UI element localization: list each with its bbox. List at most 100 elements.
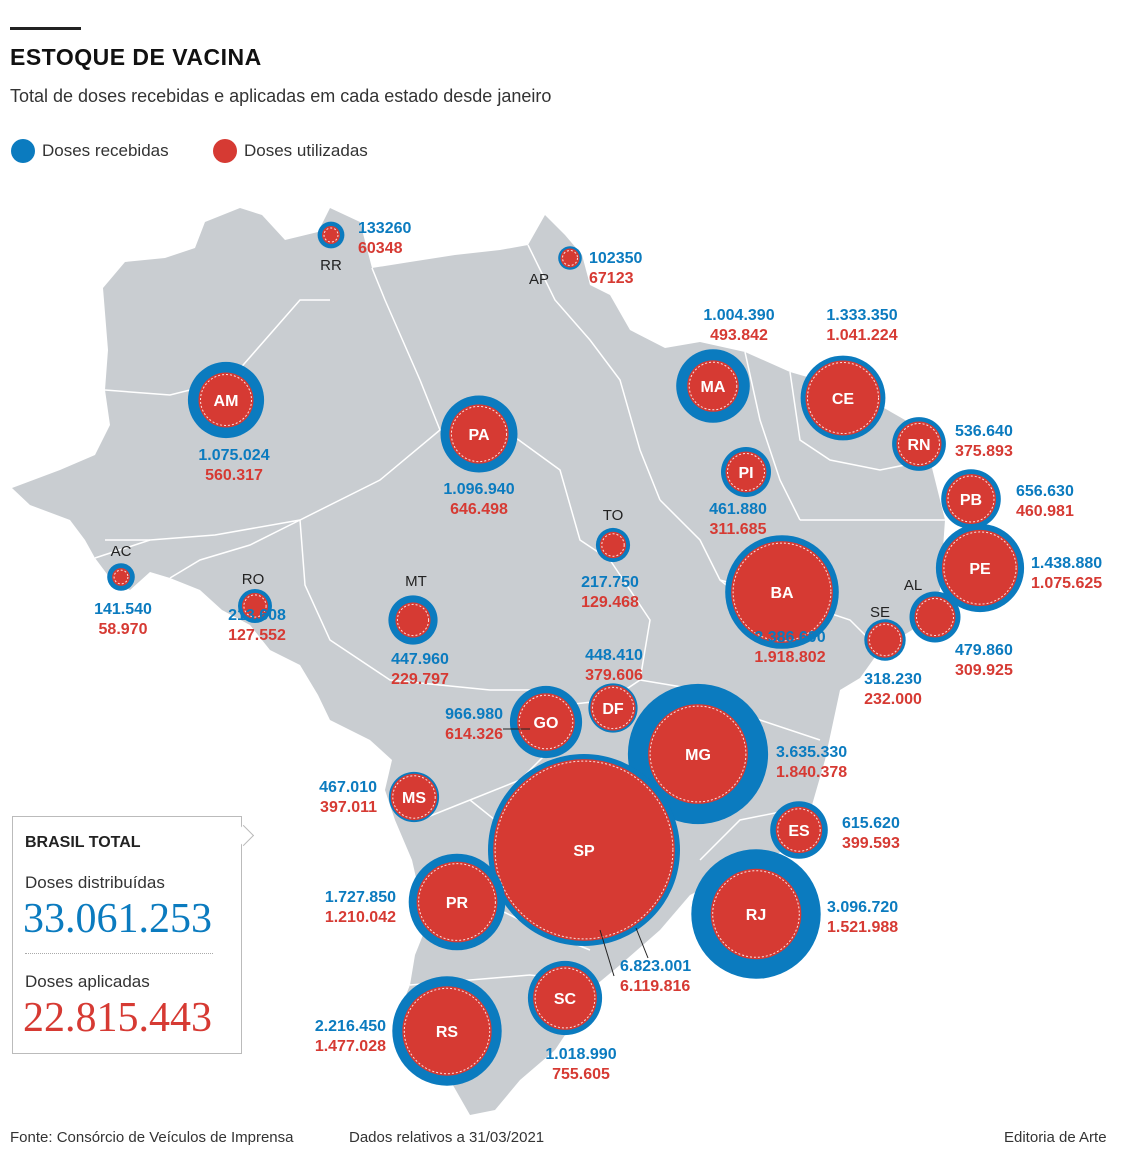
state-code-df: DF <box>602 701 624 718</box>
state-code-ap: AP <box>529 271 549 288</box>
used-circle-pa <box>449 404 509 464</box>
state-code-pr: PR <box>446 895 469 912</box>
page-title: ESTOQUE DE VACINA <box>10 44 262 70</box>
total-heading: BRASIL TOTAL <box>25 834 141 851</box>
legend-used-label: Doses utilizadas <box>244 141 368 160</box>
state-bubble-mt: MT 447.960 229.797 <box>388 573 449 688</box>
used-circle-outline-sp <box>494 760 674 940</box>
received-value-pi: 461.880 <box>709 501 767 518</box>
used-value-pb: 460.981 <box>1016 503 1074 520</box>
received-value-al: 479.860 <box>955 642 1013 659</box>
used-value-mg: 1.840.378 <box>776 764 847 781</box>
used-value-am: 560.317 <box>205 467 263 484</box>
state-code-rs: RS <box>436 1024 459 1041</box>
used-circle-outline-go <box>518 694 574 750</box>
legend-received: Doses recebidas <box>11 139 169 163</box>
used-circle-outline-mt <box>396 603 430 637</box>
used-circle-outline-am <box>200 374 252 426</box>
received-value-am: 1.075.024 <box>198 447 269 464</box>
received-value-sp: 6.823.001 <box>620 958 691 975</box>
state-bubble-ro: RO 213.608 127.552 <box>228 571 286 644</box>
received-value-df: 448.410 <box>585 647 643 664</box>
state-code-am: AM <box>214 393 239 410</box>
footer-credit: Editoria de Arte <box>1004 1129 1107 1146</box>
used-circle-outline-ap <box>562 250 578 266</box>
used-value-al: 309.925 <box>955 662 1013 679</box>
received-value-rr: 133260 <box>358 220 411 237</box>
state-bubble-pa: PA 1.096.940 646.498 <box>440 395 518 518</box>
used-circle-ap <box>560 248 580 268</box>
used-value-to: 129.468 <box>581 594 639 611</box>
used-value-pi: 311.685 <box>710 521 767 538</box>
state-bubble-sp: SP 6.823.001 6.119.816 <box>488 754 691 995</box>
used-circle-outline-rn <box>898 423 940 465</box>
state-code-pe: PE <box>969 561 991 578</box>
used-circle-rr <box>322 226 340 244</box>
state-code-ce: CE <box>832 391 855 408</box>
received-value-rn: 536.640 <box>955 423 1013 440</box>
used-circle-to <box>599 531 627 559</box>
leader-line-sp-received <box>635 927 649 959</box>
used-circle-ba <box>731 541 833 643</box>
state-code-se: SE <box>870 604 890 621</box>
used-circle-outline-ms <box>392 775 436 819</box>
used-value-ce: 1.041.224 <box>826 327 897 344</box>
state-bubble-to: TO 217.750 129.468 <box>581 507 639 611</box>
used-circle-outline-to <box>601 533 625 557</box>
state-bubble-ma: MA 1.004.390 493.842 <box>676 307 775 423</box>
used-value-sp: 6.119.816 <box>620 978 690 995</box>
used-circle-pi <box>725 451 767 493</box>
state-code-mt: MT <box>405 573 427 590</box>
state-bubble-go: GO 966.980 614.326 <box>445 685 583 759</box>
state-bubble-sc: SC 1.018.990 755.605 <box>527 960 617 1083</box>
state-bubble-es: ES 615.620 399.593 <box>770 801 900 859</box>
used-circle-ma <box>687 360 739 412</box>
received-value-rj: 3.096.720 <box>827 899 898 916</box>
footer-source: Fonte: Consórcio de Veículos de Imprensa <box>10 1129 294 1146</box>
leader-line-sp-used <box>599 929 615 977</box>
used-value-sc: 755.605 <box>552 1066 610 1083</box>
legend-used: Doses utilizadas <box>213 139 368 163</box>
used-circle-outline-ce <box>807 362 879 434</box>
applied-label: Doses aplicadas <box>25 972 150 991</box>
used-circle-sp <box>493 759 675 941</box>
received-value-to: 217.750 <box>581 574 639 591</box>
state-bubble-pb: PB 656.630 460.981 <box>941 469 1074 529</box>
received-value-ac: 141.540 <box>94 601 152 618</box>
used-circle-outline-mg <box>649 705 747 803</box>
state-code-rj: RJ <box>746 907 766 924</box>
used-circle-outline-pi <box>727 453 765 491</box>
used-circle-outline-ac <box>113 569 129 585</box>
used-circle-outline-ro <box>243 594 267 618</box>
state-bubble-rn: RN 536.640 375.893 <box>892 417 1013 471</box>
used-circle-es <box>775 806 823 854</box>
used-circle-pr <box>416 861 498 943</box>
state-code-pb: PB <box>960 492 982 509</box>
used-circle-sc <box>533 966 597 1030</box>
footer-date-note: Dados relativos a 31/03/2021 <box>349 1129 545 1146</box>
used-value-se: 232.000 <box>864 691 922 708</box>
used-circle-outline-se <box>868 623 902 657</box>
used-circle-outline-df <box>591 686 635 730</box>
state-code-rn: RN <box>907 437 930 454</box>
used-circle-outline-ma <box>688 361 738 411</box>
applied-value: 22.815.443 <box>23 995 212 1041</box>
state-bubble-ms: MS 467.010 397.011 <box>319 771 440 823</box>
brasil-total-box: BRASIL TOTAL Doses distribuídas 33.061.2… <box>12 816 242 1054</box>
used-value-ro: 127.552 <box>228 627 286 644</box>
received-value-se: 318.230 <box>864 671 922 688</box>
used-value-es: 399.593 <box>842 835 900 852</box>
used-circle-outline-sc <box>534 967 596 1029</box>
distributed-label: Doses distribuídas <box>25 873 165 892</box>
total-divider <box>25 953 213 954</box>
state-bubble-rs: RS 2.216.450 1.477.028 <box>315 976 502 1086</box>
used-circle-rj <box>710 868 802 960</box>
state-bubble-mg: MG 3.635.330 1.840.378 <box>627 683 847 825</box>
state-code-pa: PA <box>468 427 489 444</box>
state-code-go: GO <box>534 715 559 732</box>
page-subtitle: Total de doses recebidas e aplicadas em … <box>10 86 552 106</box>
used-value-mt: 229.797 <box>391 671 449 688</box>
used-value-go: 614.326 <box>445 726 503 743</box>
used-circle-ac <box>112 568 130 586</box>
